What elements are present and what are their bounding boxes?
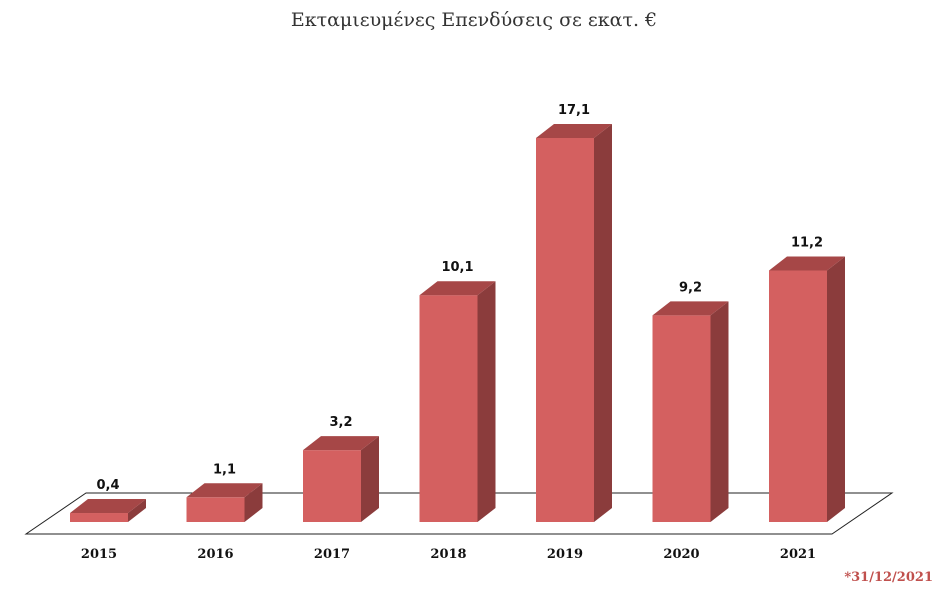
x-tick-label: 2020 [663, 547, 699, 562]
bar-2018 [419, 281, 496, 522]
chart-title: Εκταμιευμένες Επενδύσεις σε εκατ. € [291, 9, 657, 31]
bar-2017 [303, 436, 379, 522]
value-label: 10,1 [441, 260, 473, 275]
bar-top [652, 301, 729, 316]
bar-front [652, 315, 711, 522]
x-tick-label: 2016 [197, 547, 233, 562]
bar-2020 [652, 301, 729, 522]
value-label: 9,2 [679, 280, 702, 295]
value-label: 1,1 [213, 462, 236, 477]
bar-top [419, 281, 496, 296]
bar-front [419, 295, 478, 522]
bar-side [361, 436, 379, 522]
bar-2021 [769, 256, 845, 522]
bar-front [70, 513, 128, 522]
value-label: 0,4 [96, 478, 119, 493]
value-labels-group: 0,4 1,1 3,2 10,1 17,1 9,2 11,2 [96, 103, 823, 493]
x-tick-label: 2021 [780, 547, 816, 562]
bar-side [477, 281, 496, 522]
bar-top [769, 256, 845, 271]
value-label: 11,2 [791, 235, 823, 250]
bar-front [536, 138, 594, 522]
value-label: 3,2 [329, 415, 352, 430]
bar-top [186, 483, 263, 498]
x-tick-label: 2017 [314, 547, 350, 562]
bar-2019 [536, 124, 612, 522]
footnote-date: *31/12/2021 [844, 570, 933, 585]
bar-top [70, 499, 146, 514]
bar-front [303, 450, 361, 522]
bar-side [128, 499, 146, 522]
bar-side [594, 124, 612, 522]
bars-group [70, 124, 845, 522]
bar-side [244, 483, 263, 522]
x-tick-labels-group: 2015 2016 2017 2018 2019 2020 2021 [81, 547, 816, 562]
bar-front [186, 497, 245, 522]
bar-2016 [186, 483, 263, 522]
bar-top [536, 124, 612, 138]
bar-front [769, 270, 827, 522]
bar-2015 [70, 499, 146, 522]
x-tick-label: 2019 [547, 547, 583, 562]
bar-side [710, 301, 729, 522]
x-tick-label: 2018 [430, 547, 466, 562]
x-tick-label: 2015 [81, 547, 117, 562]
bar-side [827, 256, 845, 522]
value-label: 17,1 [558, 103, 590, 118]
bar-top [303, 436, 379, 451]
